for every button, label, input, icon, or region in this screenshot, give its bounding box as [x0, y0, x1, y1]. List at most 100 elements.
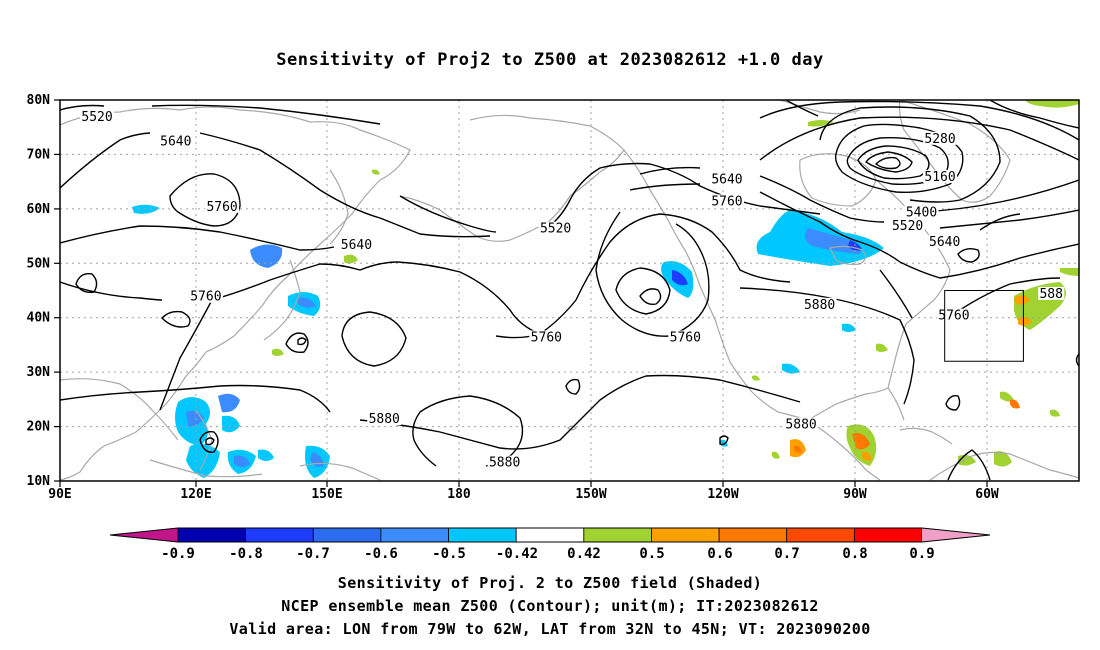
contour-5760 — [957, 247, 980, 263]
hudson-bay — [799, 153, 877, 207]
contour-5760 — [639, 288, 662, 306]
kamchatka-coast — [329, 169, 349, 245]
pos-sens-area — [808, 120, 834, 127]
colorbar-label: 0.5 — [639, 546, 664, 562]
neg-sens-core — [804, 228, 862, 254]
contour-label-bg — [1038, 286, 1065, 300]
neg-sens-area — [782, 363, 800, 374]
colorbar-bin — [312, 527, 382, 543]
pos-sens-core — [1014, 295, 1030, 305]
contour-label-bg — [904, 205, 939, 219]
contour-label: 5160 — [924, 170, 955, 185]
indonesia — [149, 459, 263, 478]
plot-frame — [59, 99, 1080, 482]
contour-label-bg — [158, 134, 193, 148]
pos-sens-area — [994, 451, 1012, 467]
gulf-coast — [807, 387, 905, 421]
z500-contours — [60, 100, 1079, 481]
neg-sens-core — [672, 270, 688, 286]
japan-coast — [263, 259, 301, 341]
contour-label: 5520 — [892, 219, 923, 234]
contour-label-bg — [80, 110, 115, 124]
contour-label-bg — [538, 221, 573, 235]
colorbar-label: 0.7 — [774, 546, 799, 562]
neg-sens-area — [186, 444, 220, 478]
contour-5760 — [60, 261, 399, 301]
contour-label-bg — [936, 308, 971, 322]
greenland-coast — [898, 100, 1011, 203]
contour-label: 5760 — [711, 194, 742, 209]
contour-label-bg — [923, 169, 958, 183]
colorbar-label: 0.6 — [707, 546, 732, 562]
contour-labels: 5520 5640 5760 5640 5760 5880 5880 5520 5760 5760… — [80, 110, 1065, 471]
contour-5640 — [60, 225, 335, 251]
contour-5760 — [341, 311, 407, 367]
contour-label-bg — [205, 199, 240, 213]
contour-label: 5640 — [160, 135, 191, 150]
colorbar-bin — [380, 527, 449, 543]
x-tick-label: 150W — [575, 487, 606, 502]
contour-5760 — [629, 183, 901, 263]
pos-sens-area — [272, 348, 284, 356]
contour-label-bg — [802, 297, 837, 311]
contour-label: 5880 — [369, 412, 400, 427]
colorbar-label: 0.42 — [567, 546, 601, 562]
contour-5880 — [565, 378, 581, 395]
colorbar-bin — [583, 527, 652, 543]
colorbar-bins — [177, 527, 923, 543]
colorbar-bin — [786, 527, 855, 543]
contour-5640 — [639, 166, 885, 223]
colorbar-below-triangle — [110, 528, 178, 542]
contour-5640 — [60, 132, 491, 238]
neg-sens-area — [222, 415, 240, 433]
caribbean — [899, 427, 953, 445]
sensitivity-shading — [132, 100, 1079, 478]
central-america — [807, 419, 881, 481]
contour-5280 — [785, 100, 1079, 129]
contour-label-bg — [709, 172, 744, 186]
great-lakes — [829, 245, 867, 266]
colorbar-bin — [515, 527, 585, 543]
contour-label: 588 — [1039, 287, 1062, 302]
contour-label: 5640 — [711, 173, 742, 188]
neg-sens-area — [842, 323, 856, 332]
colorbar-bin — [853, 527, 923, 543]
pos-sens-core — [1018, 316, 1032, 326]
eurasia-coast — [60, 378, 179, 441]
pos-sens-area — [794, 445, 802, 453]
valid-area-box — [944, 290, 1024, 362]
x-tick-label: 120W — [707, 487, 738, 502]
pos-sens-area — [876, 343, 888, 352]
colorbar-label: -0.42 — [496, 546, 538, 562]
contour-5160 — [864, 151, 913, 173]
new-guinea — [299, 462, 381, 481]
contour-label: 5520 — [81, 110, 112, 125]
south-america — [929, 451, 1079, 481]
contour-label-bg — [339, 237, 374, 251]
x-tick-label: 150E — [311, 487, 342, 502]
pos-sens-area — [1060, 268, 1079, 276]
pos-sens-area — [1010, 399, 1020, 409]
contour-5160 — [874, 156, 901, 170]
caption-contour: NCEP ensemble mean Z500 (Contour); unit(… — [281, 597, 819, 615]
pos-sens-area — [372, 169, 380, 175]
contour-5760 — [159, 299, 213, 411]
contour-5880 — [199, 430, 219, 453]
contour-5880 — [945, 394, 961, 411]
colorbar-labels: -0.9 -0.8 -0.7 -0.6 -0.5 -0.42 0.42 0.5 … — [161, 546, 935, 562]
contour-5760 — [879, 243, 1079, 319]
neg-sens-core — [234, 455, 250, 467]
contour-label-bg — [709, 194, 744, 208]
pos-sens-area — [1026, 100, 1079, 108]
neg-sens-area — [250, 244, 283, 268]
x-tick-label: 120E — [180, 487, 211, 502]
contour-label-bg — [367, 412, 402, 426]
contour-5520 — [759, 100, 1079, 213]
tick-marks — [54, 99, 988, 487]
pos-sens-area — [1050, 409, 1060, 417]
contour-5640 — [759, 116, 1079, 229]
y-tick-label: 80N — [27, 93, 51, 108]
contour-label: 5880 — [785, 418, 816, 433]
contour-label: 5280 — [924, 132, 955, 147]
y-tick-label: 60N — [27, 202, 51, 217]
